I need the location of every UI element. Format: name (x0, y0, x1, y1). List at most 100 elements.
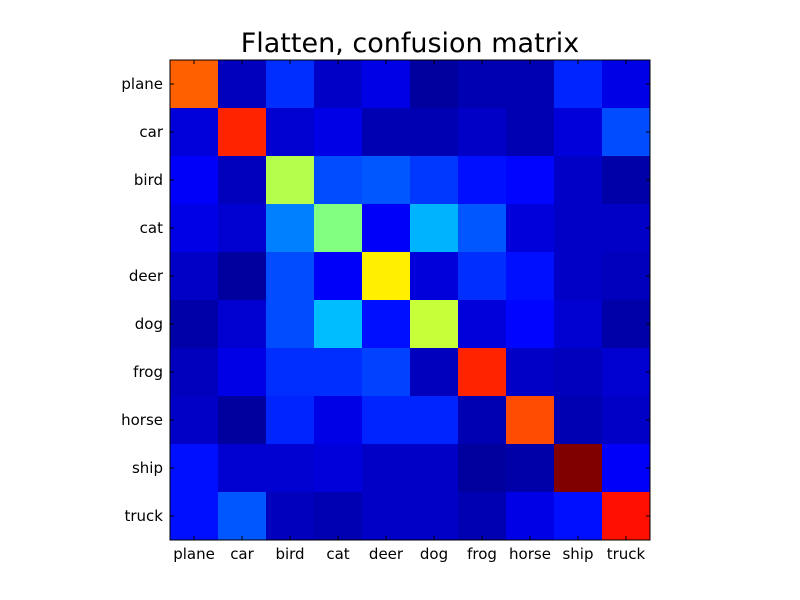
heatmap-cell-car-plane (170, 108, 219, 157)
heatmap-cell-cat-bird (266, 204, 315, 253)
heatmap-cell-car-bird (266, 108, 315, 157)
x-tick-label: deer (369, 545, 404, 563)
heatmap-cell-frog-horse (506, 348, 555, 397)
y-tick-label: plane (121, 75, 163, 93)
y-tick-label: horse (121, 411, 163, 429)
y-tick-label: ship (132, 459, 163, 477)
heatmap-cell-dog-bird (266, 300, 315, 349)
y-tick-labels: plane car bird cat deer dog frog horse ship truck (121, 75, 164, 525)
heatmap-cell-ship-deer (362, 444, 411, 493)
heatmap-cell-truck-truck (602, 492, 651, 541)
heatmap-cell-dog-plane (170, 300, 219, 349)
y-tick-label: bird (134, 171, 163, 189)
heatmap-cell-plane-ship (554, 60, 603, 109)
heatmap-cell-frog-dog (410, 348, 459, 397)
chart-title: Flatten, confusion matrix (241, 28, 580, 59)
heatmap-cell-plane-plane (170, 60, 219, 109)
y-tick-label: truck (125, 507, 164, 525)
heatmap-cell-horse-plane (170, 396, 219, 445)
axis-ticks (170, 60, 650, 540)
heatmap-cell-bird-car (218, 156, 267, 205)
heatmap-cell-dog-dog (410, 300, 459, 349)
heatmap-cell-car-frog (458, 108, 507, 157)
heatmap-cell-deer-dog (410, 252, 459, 301)
heatmap-cell-frog-plane (170, 348, 219, 397)
heatmap-cell-plane-cat (314, 60, 363, 109)
heatmap-cell-horse-truck (602, 396, 651, 445)
heatmap-cell-frog-bird (266, 348, 315, 397)
heatmap-cell-frog-cat (314, 348, 363, 397)
heatmap-cell-deer-deer (362, 252, 411, 301)
heatmap-cell-car-deer (362, 108, 411, 157)
heatmap-cell-horse-ship (554, 396, 603, 445)
heatmap-cell-ship-car (218, 444, 267, 493)
heatmap-cell-plane-frog (458, 60, 507, 109)
heatmap-cell-ship-frog (458, 444, 507, 493)
heatmap-cell-ship-truck (602, 444, 651, 493)
heatmap-cell-deer-truck (602, 252, 651, 301)
heatmap-cell-dog-deer (362, 300, 411, 349)
heatmap-cell-plane-horse (506, 60, 555, 109)
heatmap-cell-bird-truck (602, 156, 651, 205)
heatmap-cell-bird-cat (314, 156, 363, 205)
y-tick-label: frog (133, 363, 163, 381)
x-tick-label: truck (607, 545, 646, 563)
x-tick-label: horse (509, 545, 551, 563)
heatmap-cell-cat-truck (602, 204, 651, 253)
heatmap-cell-bird-ship (554, 156, 603, 205)
heatmap-cell-bird-plane (170, 156, 219, 205)
heatmap-cell-plane-bird (266, 60, 315, 109)
y-tick-label: cat (140, 219, 163, 237)
x-tick-label: frog (467, 545, 497, 563)
heatmap-cell-car-ship (554, 108, 603, 157)
heatmap-cell-truck-bird (266, 492, 315, 541)
heatmap-cell-plane-deer (362, 60, 411, 109)
heatmap-cell-car-horse (506, 108, 555, 157)
heatmap-cell-deer-frog (458, 252, 507, 301)
heatmap-cell-car-car (218, 108, 267, 157)
x-tick-labels: plane car bird cat deer dog frog horse ship truck (173, 545, 645, 563)
heatmap-cell-car-cat (314, 108, 363, 157)
heatmap-cell-frog-car (218, 348, 267, 397)
heatmap-cell-dog-car (218, 300, 267, 349)
heatmap-cell-car-truck (602, 108, 651, 157)
heatmap-cell-ship-plane (170, 444, 219, 493)
heatmap-cell-truck-horse (506, 492, 555, 541)
heatmap-cell-truck-ship (554, 492, 603, 541)
x-tick-label: bird (275, 545, 304, 563)
heatmap-cell-ship-dog (410, 444, 459, 493)
heatmap-cell-deer-ship (554, 252, 603, 301)
heatmap-cells (170, 60, 651, 541)
heatmap-cell-dog-cat (314, 300, 363, 349)
y-tick-label: car (139, 123, 163, 141)
heatmap-cell-deer-cat (314, 252, 363, 301)
heatmap-cell-deer-car (218, 252, 267, 301)
heatmap-cell-frog-ship (554, 348, 603, 397)
heatmap-cell-bird-frog (458, 156, 507, 205)
heatmap-cell-cat-car (218, 204, 267, 253)
heatmap-cell-car-dog (410, 108, 459, 157)
heatmap-cell-ship-ship (554, 444, 603, 493)
heatmap-cell-deer-bird (266, 252, 315, 301)
y-tick-label: deer (129, 267, 164, 285)
heatmap-cell-horse-frog (458, 396, 507, 445)
y-tick-label: dog (135, 315, 163, 333)
heatmap-cell-horse-cat (314, 396, 363, 445)
heatmap-cell-ship-bird (266, 444, 315, 493)
heatmap-cell-frog-deer (362, 348, 411, 397)
heatmap-cell-deer-horse (506, 252, 555, 301)
heatmap-cell-frog-frog (458, 348, 507, 397)
heatmap-cell-cat-cat (314, 204, 363, 253)
heatmap-cell-cat-horse (506, 204, 555, 253)
heatmap-cell-dog-truck (602, 300, 651, 349)
heatmap-cell-dog-ship (554, 300, 603, 349)
heatmap-cell-plane-dog (410, 60, 459, 109)
heatmap-cell-truck-car (218, 492, 267, 541)
heatmap-cell-bird-deer (362, 156, 411, 205)
heatmap-cell-truck-dog (410, 492, 459, 541)
heatmap-cell-ship-cat (314, 444, 363, 493)
heatmap-cell-truck-deer (362, 492, 411, 541)
heatmap-cell-bird-dog (410, 156, 459, 205)
heatmap-cell-frog-truck (602, 348, 651, 397)
